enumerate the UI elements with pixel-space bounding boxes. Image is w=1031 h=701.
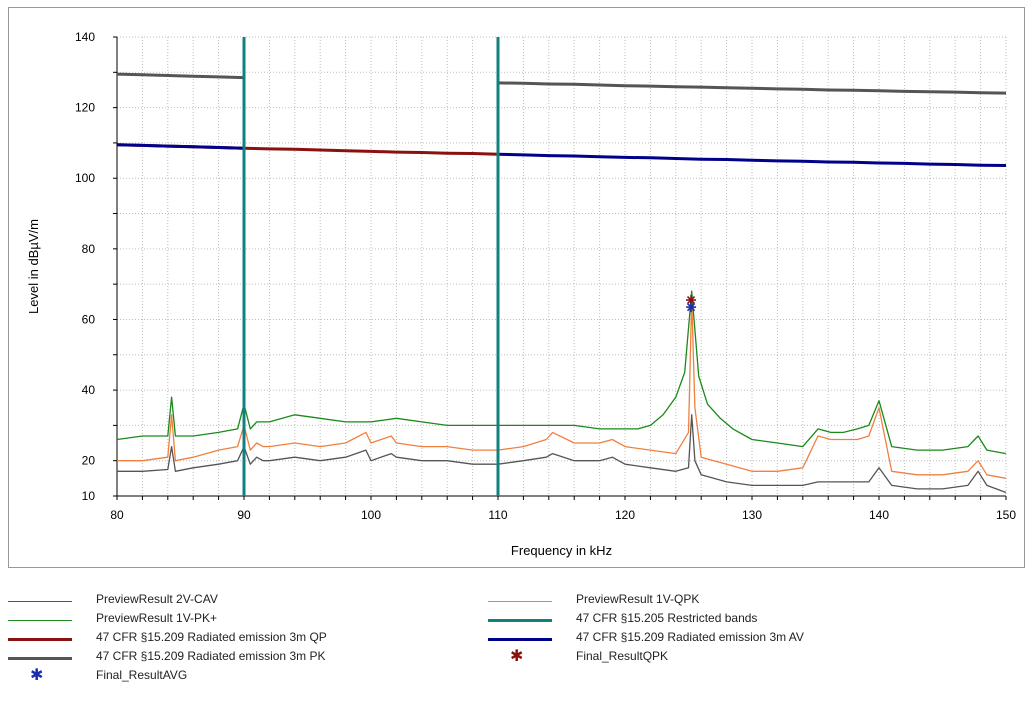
legend-swatch — [8, 657, 72, 660]
x-tick-label: 90 — [237, 508, 251, 522]
y-tick-label: 20 — [82, 454, 96, 468]
x-tick-label: 80 — [110, 508, 124, 522]
y-tick-label: 120 — [75, 101, 95, 115]
y-axis-label: Level in dBµV/m — [26, 219, 41, 314]
legend-label: PreviewResult 1V-PK+ — [96, 611, 218, 625]
x-tick-label: 140 — [869, 508, 889, 522]
series-2v-cav — [117, 414, 1007, 494]
chart-legend: PreviewResult 2V-CAV PreviewResult 1V-QPK… — [0, 590, 1031, 701]
y-tick-label: 60 — [82, 312, 96, 326]
x-tick-label: 100 — [361, 508, 381, 522]
emission-chart: 80 90 100 110 120 130 140 150 10 20 40 60 80 100 120 14… — [26, 30, 1016, 558]
legend-star-icon: ✱ — [30, 667, 44, 684]
legend-swatch — [8, 601, 72, 602]
x-axis-label: Frequency in kHz — [511, 543, 612, 558]
limit-av-3m — [116, 143, 1007, 167]
chart-frame — [8, 7, 1025, 568]
y-tick-label: 80 — [82, 242, 96, 256]
x-tick-label: 120 — [615, 508, 635, 522]
legend-label: PreviewResult 2V-CAV — [96, 592, 218, 606]
legend-label: 47 CFR §15.209 Radiated emission 3m QP — [96, 630, 327, 644]
y-tick-label: 40 — [82, 383, 96, 397]
legend-label: 47 CFR §15.205 Restricted bands — [576, 611, 758, 625]
y-tick-label: 10 — [82, 489, 96, 503]
y-tick-label: 140 — [75, 30, 95, 44]
legend-swatch — [8, 638, 72, 641]
legend-swatch — [488, 601, 552, 602]
final-result-avg-marker — [686, 302, 697, 313]
x-tick-label: 150 — [996, 508, 1016, 522]
x-tick-label: 130 — [742, 508, 762, 522]
legend-swatch — [488, 619, 552, 622]
series-1v-qpk — [117, 297, 1007, 479]
legend-label: 47 CFR §15.209 Radiated emission 3m AV — [576, 630, 804, 644]
legend-swatch — [8, 620, 72, 621]
legend-label: Final_ResultAVG — [96, 668, 188, 682]
x-tick-label: 110 — [488, 508, 507, 522]
legend-label: Final_ResultQPK — [576, 649, 669, 663]
series-1v-pk — [116, 290, 1007, 455]
legend-label: 47 CFR §15.209 Radiated emission 3m PK — [96, 649, 326, 663]
legend-label: PreviewResult 1V-QPK — [576, 592, 700, 606]
limit-pk-3m — [116, 72, 1007, 95]
y-tick-label: 100 — [75, 171, 95, 185]
legend-star-icon: ✱ — [510, 648, 524, 665]
legend-swatch — [488, 638, 552, 641]
